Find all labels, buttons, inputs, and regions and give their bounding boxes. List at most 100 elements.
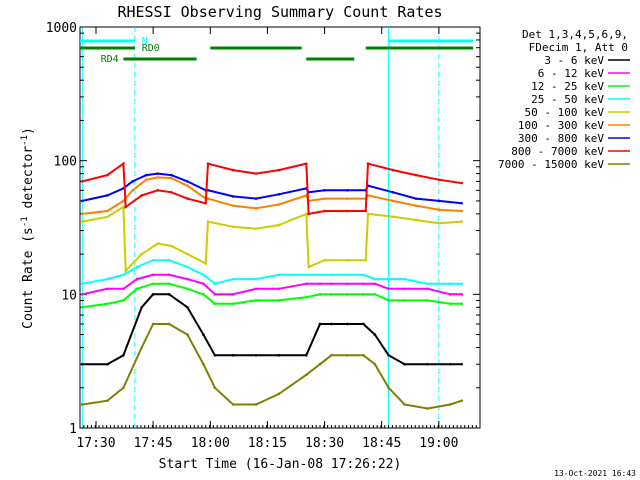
series-point <box>80 212 84 216</box>
series-point <box>202 333 205 336</box>
series-point <box>448 362 452 366</box>
series-point <box>373 282 377 286</box>
series-point <box>387 277 390 281</box>
series-point <box>213 353 217 357</box>
series-point <box>231 225 235 229</box>
series-point <box>151 273 155 277</box>
series-point <box>346 209 349 213</box>
legend-header-line: Det 1,3,4,5,6,9, <box>522 28 628 41</box>
series-point <box>330 282 333 286</box>
series-point <box>80 293 84 296</box>
series-point <box>362 273 365 277</box>
series-point <box>156 242 160 245</box>
plot-area: 1 10 100 1000 17:30 17:45 18:00 18:15 18:30 18:45… <box>46 21 481 451</box>
state-label-rd0: RD0 <box>142 43 160 54</box>
y-axis-label-end: ) <box>21 127 36 135</box>
series-point <box>318 282 322 286</box>
series-point <box>204 201 208 205</box>
series-point <box>277 223 281 227</box>
series-point <box>366 212 370 216</box>
series-point <box>346 258 349 262</box>
series-point <box>323 197 326 200</box>
series-point <box>106 277 109 281</box>
series-point <box>346 353 349 357</box>
series-point <box>106 362 109 366</box>
legend-entry-label: 800 - 7000 keV <box>511 145 604 158</box>
series-point <box>231 168 235 172</box>
legend-header-line: FDecim 1, Att 0 <box>529 41 628 54</box>
series-point <box>318 293 322 296</box>
series-point <box>362 293 365 296</box>
legend-entry-label: 300 - 800 keV <box>518 132 604 145</box>
series-point <box>346 197 349 200</box>
series-point <box>362 282 365 286</box>
series-point <box>131 189 134 192</box>
x-axis-label: Start Time (16-Jan-08 17:26:22) <box>159 457 402 472</box>
series-point <box>106 215 109 219</box>
series-point <box>330 353 333 357</box>
series-point <box>80 362 84 366</box>
series-point <box>373 293 377 296</box>
series-point <box>448 403 452 406</box>
series-point <box>391 199 395 203</box>
series-line-1 <box>82 273 462 296</box>
series-point <box>140 305 144 309</box>
series-point <box>140 252 144 256</box>
series-point <box>213 282 217 286</box>
series-point <box>403 287 406 291</box>
series-point <box>106 399 109 403</box>
y-tick-label: 100 <box>54 155 77 170</box>
series-point <box>213 293 217 296</box>
series-point <box>437 178 441 182</box>
y-tick-label: 1000 <box>46 21 77 36</box>
series-point <box>170 176 173 180</box>
series-point <box>140 194 144 197</box>
series-point <box>304 296 308 299</box>
series-point <box>186 180 189 183</box>
series-line-8 <box>82 323 463 410</box>
series-point <box>151 282 155 286</box>
x-tick-label: 19:00 <box>419 436 458 451</box>
series-point <box>186 184 189 187</box>
series-point <box>330 322 333 326</box>
series-point <box>330 273 333 277</box>
series-point <box>206 162 210 165</box>
series-point <box>170 244 173 248</box>
series-point <box>124 205 128 209</box>
plot-frame <box>79 26 481 429</box>
y-axis-label: Count Rate (s-1 detector-1) <box>20 127 36 329</box>
series-point <box>304 273 308 277</box>
legend: Det 1,3,4,5,6,9,FDecim 1, Att 03 - 6 keV… <box>498 28 630 171</box>
series-point <box>366 162 370 165</box>
x-tick-label: 18:00 <box>191 436 230 451</box>
series-point <box>156 176 160 179</box>
series-point <box>277 168 281 172</box>
x-tick-label: 17:30 <box>76 436 115 451</box>
series-point <box>124 269 128 273</box>
series-point <box>304 282 308 286</box>
series-point <box>106 287 109 291</box>
x-tick-label: 17:45 <box>134 436 173 451</box>
series-point <box>231 195 235 198</box>
series-point <box>323 209 326 213</box>
y-axis-label-sup1: -1 <box>20 216 30 227</box>
series-point <box>170 190 173 194</box>
series-point <box>254 299 258 302</box>
series-point <box>460 293 464 296</box>
chart-title: RHESSI Observing Summary Count Rates <box>117 3 442 21</box>
series-point <box>362 353 365 357</box>
series-point <box>318 362 322 366</box>
legend-entry-label: 7000 - 15000 keV <box>498 158 604 171</box>
series-point <box>414 197 418 200</box>
legend-entry-label: 12 - 25 keV <box>531 80 604 93</box>
series-point <box>167 282 171 286</box>
series-point <box>140 346 144 349</box>
series-point <box>122 386 125 390</box>
series-point <box>277 203 281 206</box>
series-point <box>307 212 310 216</box>
series-point <box>156 172 160 175</box>
series-point <box>213 302 217 306</box>
y-axis-label-sup2: -1 <box>20 135 30 146</box>
series-point <box>414 218 418 222</box>
